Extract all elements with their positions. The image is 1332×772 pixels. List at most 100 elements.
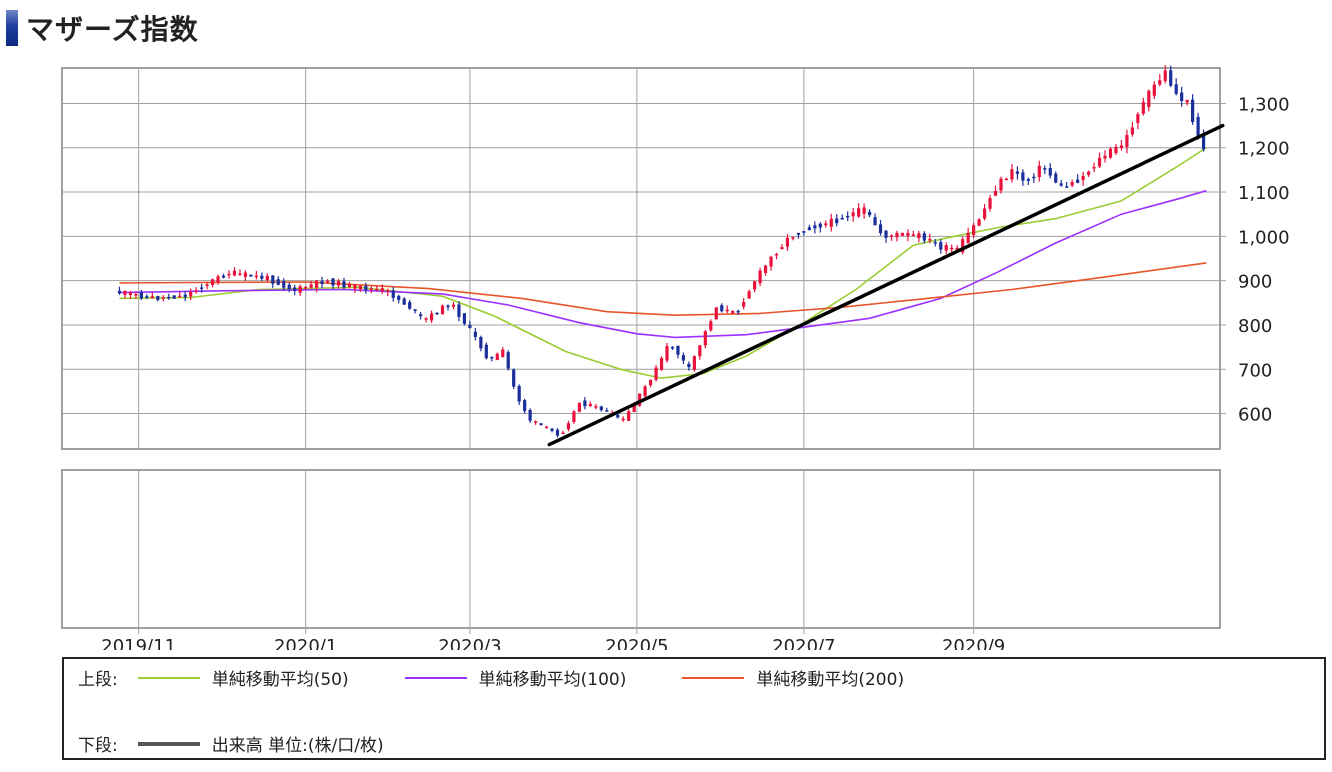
- candle-body: [227, 273, 231, 276]
- y-tick-label: 800: [1238, 316, 1272, 337]
- candle-body: [643, 386, 647, 397]
- candle-body: [495, 353, 499, 360]
- candle-body: [1086, 171, 1091, 175]
- candle-body: [353, 284, 357, 289]
- candle-body: [314, 280, 319, 288]
- candle-body: [380, 288, 384, 292]
- y-tick-label: 700: [1238, 360, 1272, 381]
- candle-body: [358, 285, 362, 290]
- candle-body: [183, 294, 187, 298]
- candle-body: [161, 297, 165, 300]
- y-axis: 1,300 1,200 1,100 1,000 900 800 700 600: [1220, 94, 1290, 426]
- candle-body: [1169, 70, 1173, 86]
- candle-body: [944, 245, 948, 251]
- candle-body: [955, 247, 959, 251]
- candle-body: [336, 280, 341, 286]
- candle-body: [922, 233, 926, 241]
- candle-body: [117, 290, 122, 294]
- candle-body: [375, 288, 379, 291]
- candle-body: [402, 298, 406, 305]
- candle-body: [451, 304, 456, 307]
- candle-body: [156, 295, 160, 300]
- candle-body: [435, 312, 439, 315]
- page-title: マザーズ指数: [26, 13, 199, 46]
- candle-body: [1136, 114, 1140, 123]
- candle-body: [342, 281, 346, 288]
- volume-grid: [138, 470, 975, 628]
- candle-body: [862, 207, 866, 214]
- candle-body: [293, 287, 297, 291]
- x-tick-label: 2020/5: [605, 636, 668, 650]
- candle-body: [1163, 70, 1167, 82]
- candle-body: [1065, 186, 1069, 188]
- x-tick-label: 2020/3: [438, 636, 501, 650]
- candle-body: [391, 290, 395, 298]
- candle-body: [900, 232, 905, 236]
- legend-volume-swatch: [137, 741, 200, 746]
- legend-ma100-swatch: [404, 676, 467, 679]
- candle-body: [851, 212, 855, 217]
- candle-body: [216, 276, 220, 283]
- candle-body: [287, 284, 291, 289]
- candle-body: [928, 239, 932, 241]
- candle-body: [484, 344, 488, 359]
- candle-body: [769, 256, 773, 267]
- price-panel: 1,300 1,200 1,100 1,000 900 800 700 600: [61, 64, 1290, 450]
- candle-body: [758, 270, 762, 284]
- candle-body: [1032, 176, 1036, 179]
- candle-body: [763, 265, 768, 273]
- candle-body: [1076, 179, 1080, 183]
- candle-body: [895, 232, 899, 238]
- candle-body: [457, 304, 461, 317]
- candle-body: [243, 272, 248, 277]
- candle-body: [709, 321, 713, 331]
- legend-ma50-swatch: [137, 676, 200, 679]
- candle-body: [1108, 148, 1113, 158]
- candle-body: [517, 386, 521, 402]
- candle-body: [1054, 173, 1058, 183]
- candle-body: [917, 233, 921, 239]
- candle-body: [523, 400, 527, 412]
- candle-body: [221, 275, 226, 278]
- candle-body: [577, 402, 582, 412]
- candle-body: [1092, 167, 1096, 169]
- candle-body: [873, 217, 877, 226]
- candle-body: [961, 239, 965, 253]
- candle-body: [583, 400, 587, 407]
- candle-body: [364, 285, 368, 291]
- candlestick-chart: 1,300 1,200 1,100 1,000 900 800 700 600 2019/11…: [61, 64, 1290, 650]
- candle-body: [884, 230, 888, 238]
- candle-body: [687, 363, 691, 368]
- x-axis: 2019/11 2020/1 2020/3 2020/5 2020/7 2020/9: [101, 628, 1005, 650]
- candle-body: [1174, 84, 1178, 94]
- candle-body: [490, 356, 494, 359]
- candle-body: [150, 296, 154, 299]
- candle-body: [561, 432, 565, 435]
- candle-body: [780, 247, 784, 250]
- candle-body: [627, 411, 631, 421]
- candle-body: [1130, 127, 1134, 135]
- candle-body: [566, 423, 571, 430]
- legend-ma200-swatch: [682, 676, 745, 679]
- candle-body: [1201, 135, 1206, 150]
- price-grid: [62, 68, 1220, 449]
- candle-body: [419, 314, 423, 317]
- candle-body: [134, 294, 138, 296]
- candle-body: [665, 346, 669, 361]
- candle-body: [840, 217, 844, 220]
- candle-body: [911, 234, 915, 236]
- candle-body: [501, 349, 505, 358]
- candle-body: [232, 270, 237, 276]
- candle-body: [1081, 175, 1085, 181]
- candle-body: [128, 292, 133, 296]
- candle-body: [189, 291, 193, 297]
- candle-body: [479, 336, 483, 349]
- volume-panel: [61, 469, 1221, 629]
- candles: [117, 64, 1206, 438]
- candle-body: [304, 287, 308, 289]
- candle-body: [867, 211, 872, 216]
- candle-body: [802, 231, 806, 233]
- candle-body: [347, 284, 352, 288]
- candle-body: [205, 284, 209, 286]
- candle-body: [145, 296, 149, 298]
